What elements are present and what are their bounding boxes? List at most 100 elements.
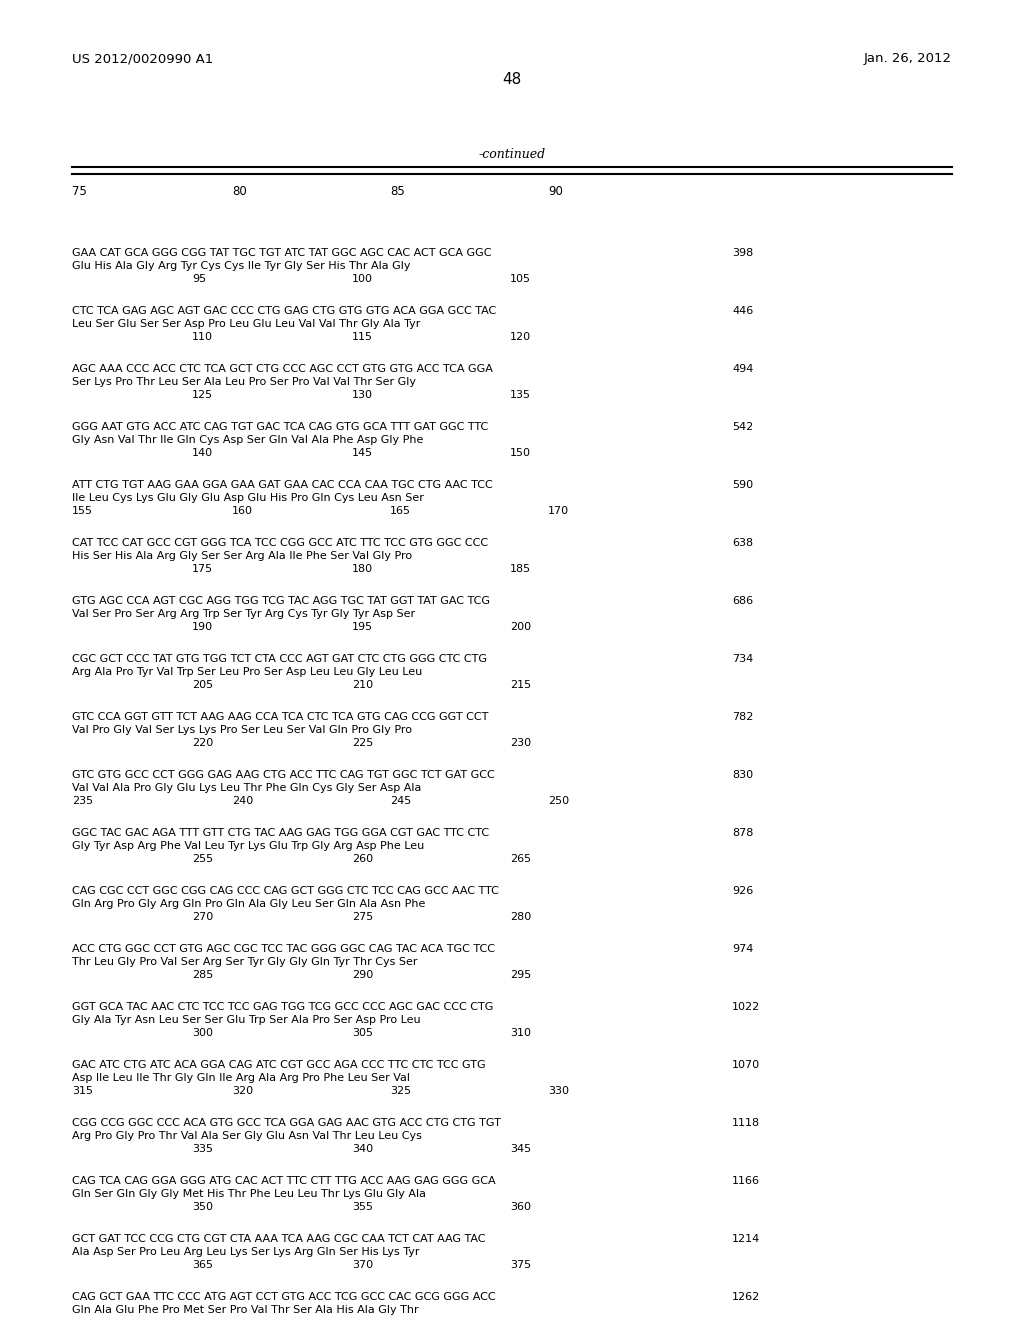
Text: -continued: -continued <box>478 148 546 161</box>
Text: 878: 878 <box>732 828 754 838</box>
Text: 335: 335 <box>193 1144 213 1154</box>
Text: 265: 265 <box>510 854 531 865</box>
Text: Thr Leu Gly Pro Val Ser Arg Ser Tyr Gly Gly Gln Tyr Thr Cys Ser: Thr Leu Gly Pro Val Ser Arg Ser Tyr Gly … <box>72 957 418 968</box>
Text: 1022: 1022 <box>732 1002 760 1012</box>
Text: 240: 240 <box>232 796 253 807</box>
Text: 375: 375 <box>510 1261 531 1270</box>
Text: 110: 110 <box>193 333 213 342</box>
Text: 494: 494 <box>732 364 754 374</box>
Text: US 2012/0020990 A1: US 2012/0020990 A1 <box>72 51 213 65</box>
Text: ATT CTG TGT AAG GAA GGA GAA GAT GAA CAC CCA CAA TGC CTG AAC TCC: ATT CTG TGT AAG GAA GGA GAA GAT GAA CAC … <box>72 480 493 490</box>
Text: 398: 398 <box>732 248 754 257</box>
Text: CAG CGC CCT GGC CGG CAG CCC CAG GCT GGG CTC TCC CAG GCC AAC TTC: CAG CGC CCT GGC CGG CAG CCC CAG GCT GGG … <box>72 886 499 896</box>
Text: 305: 305 <box>352 1028 373 1038</box>
Text: CGC GCT CCC TAT GTG TGG TCT CTA CCC AGT GAT CTC CTG GGG CTC CTG: CGC GCT CCC TAT GTG TGG TCT CTA CCC AGT … <box>72 653 487 664</box>
Text: 275: 275 <box>352 912 374 921</box>
Text: 140: 140 <box>193 447 213 458</box>
Text: 225: 225 <box>352 738 374 748</box>
Text: 590: 590 <box>732 480 753 490</box>
Text: 170: 170 <box>548 506 569 516</box>
Text: 315: 315 <box>72 1086 93 1096</box>
Text: 190: 190 <box>193 622 213 632</box>
Text: 235: 235 <box>72 796 93 807</box>
Text: 260: 260 <box>352 854 373 865</box>
Text: Arg Pro Gly Pro Thr Val Ala Ser Gly Glu Asn Val Thr Leu Leu Cys: Arg Pro Gly Pro Thr Val Ala Ser Gly Glu … <box>72 1131 422 1140</box>
Text: 230: 230 <box>510 738 531 748</box>
Text: CGG CCG GGC CCC ACA GTG GCC TCA GGA GAG AAC GTG ACC CTG CTG TGT: CGG CCG GGC CCC ACA GTG GCC TCA GGA GAG … <box>72 1118 501 1129</box>
Text: 180: 180 <box>352 564 373 574</box>
Text: Gly Asn Val Thr Ile Gln Cys Asp Ser Gln Val Ala Phe Asp Gly Phe: Gly Asn Val Thr Ile Gln Cys Asp Ser Gln … <box>72 436 423 445</box>
Text: 830: 830 <box>732 770 753 780</box>
Text: 90: 90 <box>548 185 563 198</box>
Text: 686: 686 <box>732 597 753 606</box>
Text: 638: 638 <box>732 539 753 548</box>
Text: 150: 150 <box>510 447 531 458</box>
Text: CAT TCC CAT GCC CGT GGG TCA TCC CGG GCC ATC TTC TCC GTG GGC CCC: CAT TCC CAT GCC CGT GGG TCA TCC CGG GCC … <box>72 539 488 548</box>
Text: 175: 175 <box>193 564 213 574</box>
Text: 310: 310 <box>510 1028 531 1038</box>
Text: ACC CTG GGC CCT GTG AGC CGC TCC TAC GGG GGC CAG TAC ACA TGC TCC: ACC CTG GGC CCT GTG AGC CGC TCC TAC GGG … <box>72 944 495 954</box>
Text: 295: 295 <box>510 970 531 979</box>
Text: 542: 542 <box>732 422 754 432</box>
Text: 734: 734 <box>732 653 754 664</box>
Text: 250: 250 <box>548 796 569 807</box>
Text: Arg Ala Pro Tyr Val Trp Ser Leu Pro Ser Asp Leu Leu Gly Leu Leu: Arg Ala Pro Tyr Val Trp Ser Leu Pro Ser … <box>72 667 422 677</box>
Text: 270: 270 <box>193 912 213 921</box>
Text: Ile Leu Cys Lys Glu Gly Glu Asp Glu His Pro Gln Cys Leu Asn Ser: Ile Leu Cys Lys Glu Gly Glu Asp Glu His … <box>72 492 424 503</box>
Text: GAA CAT GCA GGG CGG TAT TGC TGT ATC TAT GGC AGC CAC ACT GCA GGC: GAA CAT GCA GGG CGG TAT TGC TGT ATC TAT … <box>72 248 492 257</box>
Text: 130: 130 <box>352 389 373 400</box>
Text: Jan. 26, 2012: Jan. 26, 2012 <box>864 51 952 65</box>
Text: 80: 80 <box>232 185 247 198</box>
Text: 160: 160 <box>232 506 253 516</box>
Text: Glu His Ala Gly Arg Tyr Cys Cys Ile Tyr Gly Ser His Thr Ala Gly: Glu His Ala Gly Arg Tyr Cys Cys Ile Tyr … <box>72 261 411 271</box>
Text: 205: 205 <box>193 680 213 690</box>
Text: Val Pro Gly Val Ser Lys Lys Pro Ser Leu Ser Val Gln Pro Gly Pro: Val Pro Gly Val Ser Lys Lys Pro Ser Leu … <box>72 725 412 735</box>
Text: 195: 195 <box>352 622 373 632</box>
Text: Gly Tyr Asp Arg Phe Val Leu Tyr Lys Glu Trp Gly Arg Asp Phe Leu: Gly Tyr Asp Arg Phe Val Leu Tyr Lys Glu … <box>72 841 424 851</box>
Text: 300: 300 <box>193 1028 213 1038</box>
Text: 100: 100 <box>352 275 373 284</box>
Text: 120: 120 <box>510 333 531 342</box>
Text: 220: 220 <box>193 738 213 748</box>
Text: Gln Ser Gln Gly Gly Met His Thr Phe Leu Leu Thr Lys Glu Gly Ala: Gln Ser Gln Gly Gly Met His Thr Phe Leu … <box>72 1189 426 1199</box>
Text: 1118: 1118 <box>732 1118 760 1129</box>
Text: 95: 95 <box>193 275 206 284</box>
Text: CTC TCA GAG AGC AGT GAC CCC CTG GAG CTG GTG GTG ACA GGA GCC TAC: CTC TCA GAG AGC AGT GAC CCC CTG GAG CTG … <box>72 306 497 315</box>
Text: 340: 340 <box>352 1144 373 1154</box>
Text: GCT GAT TCC CCG CTG CGT CTA AAA TCA AAG CGC CAA TCT CAT AAG TAC: GCT GAT TCC CCG CTG CGT CTA AAA TCA AAG … <box>72 1234 485 1243</box>
Text: 255: 255 <box>193 854 213 865</box>
Text: 345: 345 <box>510 1144 531 1154</box>
Text: 325: 325 <box>390 1086 411 1096</box>
Text: Ser Lys Pro Thr Leu Ser Ala Leu Pro Ser Pro Val Val Thr Ser Gly: Ser Lys Pro Thr Leu Ser Ala Leu Pro Ser … <box>72 378 416 387</box>
Text: 360: 360 <box>510 1203 531 1212</box>
Text: Gln Arg Pro Gly Arg Gln Pro Gln Ala Gly Leu Ser Gln Ala Asn Phe: Gln Arg Pro Gly Arg Gln Pro Gln Ala Gly … <box>72 899 425 909</box>
Text: GGG AAT GTG ACC ATC CAG TGT GAC TCA CAG GTG GCA TTT GAT GGC TTC: GGG AAT GTG ACC ATC CAG TGT GAC TCA CAG … <box>72 422 488 432</box>
Text: GGC TAC GAC AGA TTT GTT CTG TAC AAG GAG TGG GGA CGT GAC TTC CTC: GGC TAC GAC AGA TTT GTT CTG TAC AAG GAG … <box>72 828 489 838</box>
Text: Gln Ala Glu Phe Pro Met Ser Pro Val Thr Ser Ala His Ala Gly Thr: Gln Ala Glu Phe Pro Met Ser Pro Val Thr … <box>72 1305 419 1315</box>
Text: 365: 365 <box>193 1261 213 1270</box>
Text: 1262: 1262 <box>732 1292 760 1302</box>
Text: 446: 446 <box>732 306 754 315</box>
Text: 155: 155 <box>72 506 93 516</box>
Text: Gly Ala Tyr Asn Leu Ser Ser Glu Trp Ser Ala Pro Ser Asp Pro Leu: Gly Ala Tyr Asn Leu Ser Ser Glu Trp Ser … <box>72 1015 421 1026</box>
Text: 370: 370 <box>352 1261 373 1270</box>
Text: 48: 48 <box>503 73 521 87</box>
Text: AGC AAA CCC ACC CTC TCA GCT CTG CCC AGC CCT GTG GTG ACC TCA GGA: AGC AAA CCC ACC CTC TCA GCT CTG CCC AGC … <box>72 364 493 374</box>
Text: 280: 280 <box>510 912 531 921</box>
Text: 85: 85 <box>390 185 404 198</box>
Text: 355: 355 <box>352 1203 373 1212</box>
Text: Ala Asp Ser Pro Leu Arg Leu Lys Ser Lys Arg Gln Ser His Lys Tyr: Ala Asp Ser Pro Leu Arg Leu Lys Ser Lys … <box>72 1247 420 1257</box>
Text: 135: 135 <box>510 389 531 400</box>
Text: 926: 926 <box>732 886 754 896</box>
Text: 1070: 1070 <box>732 1060 760 1071</box>
Text: GGT GCA TAC AAC CTC TCC TCC GAG TGG TCG GCC CCC AGC GAC CCC CTG: GGT GCA TAC AAC CTC TCC TCC GAG TGG TCG … <box>72 1002 494 1012</box>
Text: 782: 782 <box>732 711 754 722</box>
Text: 320: 320 <box>232 1086 253 1096</box>
Text: 285: 285 <box>193 970 213 979</box>
Text: 215: 215 <box>510 680 531 690</box>
Text: 210: 210 <box>352 680 373 690</box>
Text: 165: 165 <box>390 506 411 516</box>
Text: 115: 115 <box>352 333 373 342</box>
Text: Val Val Ala Pro Gly Glu Lys Leu Thr Phe Gln Cys Gly Ser Asp Ala: Val Val Ala Pro Gly Glu Lys Leu Thr Phe … <box>72 783 421 793</box>
Text: 1166: 1166 <box>732 1176 760 1185</box>
